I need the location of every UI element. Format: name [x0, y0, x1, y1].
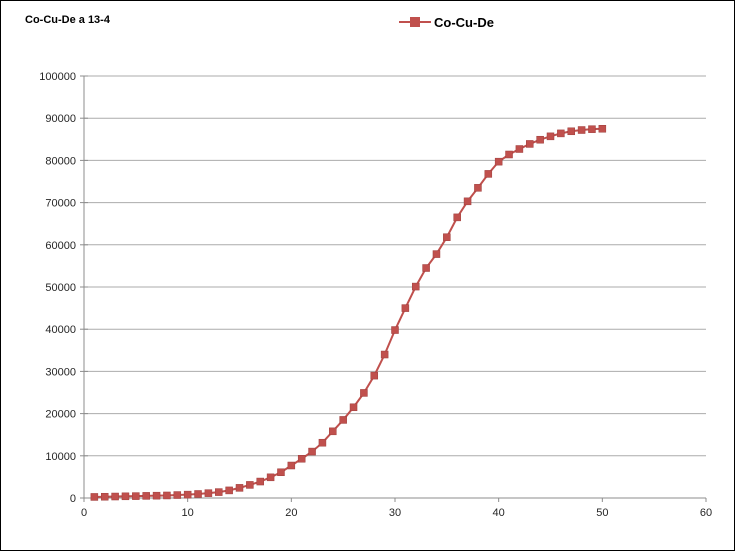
data-point-marker[interactable]: [266, 473, 275, 482]
y-tick-label: 50000: [45, 282, 76, 294]
data-point-marker[interactable]: [277, 468, 285, 477]
y-tick-label: 60000: [45, 240, 76, 252]
y-tick-label: 30000: [45, 366, 76, 378]
data-point-marker[interactable]: [339, 416, 347, 424]
data-point-marker[interactable]: [308, 447, 316, 456]
legend-marker-icon: [399, 17, 431, 27]
data-point-marker[interactable]: [577, 126, 586, 134]
data-point-marker[interactable]: [111, 492, 119, 501]
data-point-marker[interactable]: [401, 304, 410, 312]
data-point-marker[interactable]: [152, 491, 161, 500]
data-point-marker[interactable]: [557, 129, 565, 138]
y-tick-label: 90000: [45, 113, 76, 125]
data-point-marker[interactable]: [204, 489, 213, 497]
x-tick-label: 30: [389, 507, 401, 519]
chart-title: Co-Cu-De a 13-4: [25, 14, 110, 26]
data-point-marker[interactable]: [360, 389, 368, 397]
data-point-marker[interactable]: [297, 455, 306, 463]
y-tick-label: 20000: [45, 409, 76, 421]
data-point-marker[interactable]: [484, 170, 493, 178]
data-point-marker[interactable]: [318, 438, 327, 447]
data-point-marker[interactable]: [432, 250, 441, 258]
data-point-marker[interactable]: [132, 492, 140, 500]
data-point-marker[interactable]: [453, 213, 461, 222]
data-point-marker[interactable]: [121, 492, 130, 501]
x-tick-label: 50: [596, 507, 608, 519]
y-tick-label: 80000: [45, 155, 76, 167]
data-point-marker[interactable]: [567, 127, 575, 136]
data-point-marker[interactable]: [443, 233, 451, 241]
x-tick-label: 20: [285, 507, 297, 519]
data-point-marker[interactable]: [422, 264, 430, 272]
data-point-marker[interactable]: [349, 403, 358, 412]
data-point-marker[interactable]: [163, 491, 171, 500]
y-tick-label: 10000: [45, 451, 76, 463]
series-line: [94, 127, 603, 498]
data-point-marker[interactable]: [100, 492, 109, 501]
data-point-marker[interactable]: [463, 197, 472, 206]
data-point-marker[interactable]: [536, 135, 544, 144]
data-point-marker[interactable]: [215, 488, 223, 496]
x-tick-label: 10: [182, 507, 194, 519]
y-tick-label: 100000: [39, 71, 76, 83]
data-point-marker[interactable]: [287, 461, 296, 470]
data-point-marker[interactable]: [494, 157, 503, 166]
data-point-marker[interactable]: [411, 282, 420, 291]
data-point-marker[interactable]: [246, 481, 254, 489]
y-tick-label: 0: [70, 493, 76, 505]
data-point-marker[interactable]: [391, 326, 399, 334]
data-point-marker[interactable]: [526, 140, 534, 148]
data-point-marker[interactable]: [173, 491, 182, 499]
data-point-marker[interactable]: [598, 125, 607, 133]
y-tick-label: 70000: [45, 198, 76, 210]
data-point-marker[interactable]: [505, 150, 513, 159]
data-point-marker[interactable]: [225, 486, 233, 495]
data-point-marker[interactable]: [256, 477, 264, 486]
data-point-marker[interactable]: [90, 493, 99, 501]
legend[interactable]: Co-Cu-De: [399, 13, 494, 31]
data-point-marker[interactable]: [380, 350, 389, 359]
x-tick-label: 60: [700, 507, 712, 519]
data-point-marker[interactable]: [329, 427, 337, 436]
data-point-marker[interactable]: [370, 371, 379, 380]
y-tick-label: 40000: [45, 324, 76, 336]
data-point-marker[interactable]: [183, 490, 192, 499]
x-tick-label: 0: [81, 507, 87, 519]
data-point-marker[interactable]: [142, 492, 150, 500]
data-point-marker[interactable]: [235, 484, 244, 492]
data-point-marker[interactable]: [588, 125, 596, 133]
data-point-marker[interactable]: [546, 132, 555, 141]
legend-label: Co-Cu-De: [434, 14, 494, 30]
legend-square-marker: [410, 17, 420, 27]
x-tick-label: 40: [493, 507, 505, 519]
data-point-marker[interactable]: [194, 490, 202, 498]
data-point-marker[interactable]: [474, 184, 482, 192]
data-point-marker[interactable]: [515, 145, 524, 153]
